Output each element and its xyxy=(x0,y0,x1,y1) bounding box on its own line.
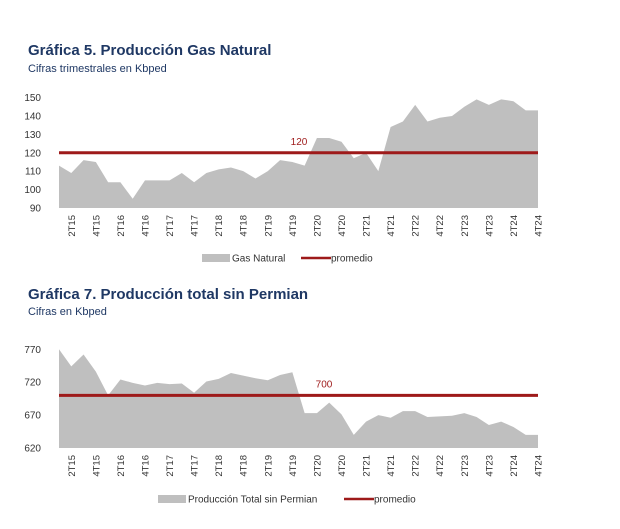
chart1-x-tick-label: 2T22 xyxy=(411,455,422,477)
chart1-x-tick-label: 2T24 xyxy=(509,455,520,477)
chart1-x-tick-label: 2T20 xyxy=(312,455,323,477)
chart1-subtitle: Cifras trimestrales en Kbped xyxy=(28,63,167,75)
chart0-x-tick-label: 2T16 xyxy=(116,215,127,237)
chart0-x-tick-label: 4T20 xyxy=(337,215,348,237)
chart1-y-tick-label: 770 xyxy=(24,345,41,356)
chart1-x-tick-label: 4T20 xyxy=(337,455,348,477)
chart0-x-tick-label: 2T20 xyxy=(312,215,323,237)
chart1-x-tick-label: 2T17 xyxy=(165,455,176,477)
chart0-y-tick-label: 150 xyxy=(24,93,41,104)
chart0-y-tick-label: 120 xyxy=(24,148,41,159)
chart1-x-tick-label: 4T16 xyxy=(140,455,151,477)
chart1-legend-label-area: Producción Total sin Permian xyxy=(188,495,317,506)
chart0-y-tick-label: 140 xyxy=(24,111,41,122)
chart0-x-tick-label: 4T19 xyxy=(288,215,299,237)
chart1-x-tick-label: 2T19 xyxy=(263,455,274,477)
chart2-title: Gráfica 7. Producción total sin Permian xyxy=(28,286,309,303)
chart1-y-tick-label: 620 xyxy=(24,444,41,455)
chart1-y-tick-label: 670 xyxy=(24,411,41,422)
chart1-x-tick-label: 4T18 xyxy=(239,455,250,477)
chart1-x-tick-label: 4T15 xyxy=(91,455,102,477)
chart1-legend-label-line: promedio xyxy=(374,495,416,506)
chart0-y-tick-label: 110 xyxy=(25,167,41,178)
chart0-x-tick-label: 2T18 xyxy=(214,215,225,237)
chart1-x-tick-label: 4T23 xyxy=(484,455,495,477)
chart0-x-tick-label: 4T18 xyxy=(239,215,250,237)
chart0-x-tick-label: 2T22 xyxy=(411,215,422,237)
chart0-legend-swatch-area xyxy=(202,254,230,262)
chart1-x-tick-label: 2T23 xyxy=(460,455,471,477)
chart0-x-tick-label: 4T15 xyxy=(91,215,102,237)
chart0-y-tick-label: 100 xyxy=(24,185,41,196)
chart0-x-tick-label: 4T17 xyxy=(190,215,201,237)
chart0-average-label: 120 xyxy=(291,137,308,148)
chart0-x-tick-label: 2T17 xyxy=(165,215,176,237)
chart1-x-tick-label: 4T22 xyxy=(435,455,446,477)
chart1-x-tick-label: 4T17 xyxy=(190,455,201,477)
chart0-x-tick-label: 4T16 xyxy=(140,215,151,237)
chart1-svg: 90 100 110 120 130 140 150 120 2T15 4T15 2T16 4T16 2… xyxy=(24,93,545,265)
chart1-x-tick-label: 4T21 xyxy=(386,455,397,477)
chart1-y-tick-label: 720 xyxy=(24,378,41,389)
chart0-x-tick-label: 2T24 xyxy=(509,215,520,237)
chart0-x-tick-label: 4T24 xyxy=(534,215,545,237)
chart0-legend-label-line: promedio xyxy=(331,254,373,265)
chart1-title: Gráfica 5. Producción Gas Natural xyxy=(28,42,272,59)
chart1-x-tick-label: 2T18 xyxy=(214,455,225,477)
chart1-x-tick-label: 2T16 xyxy=(116,455,127,477)
chart1-x-tick-label: 4T19 xyxy=(288,455,299,477)
chart1-x-tick-label: 4T24 xyxy=(534,455,545,477)
chart0-x-tick-label: 2T21 xyxy=(362,215,373,237)
chart1-legend-swatch-area xyxy=(158,495,186,503)
chart2-svg: 620 670 720 770 700 2T15 4T15 2T16 4T16 2T17 4T17 2… xyxy=(24,345,545,506)
chart0-x-tick-label: 2T19 xyxy=(263,215,274,237)
chart1-x-tick-label: 2T15 xyxy=(67,455,78,477)
chart1-x-tick-label: 2T21 xyxy=(362,455,373,477)
chart0-y-tick-label: 130 xyxy=(24,130,41,141)
chart0-x-tick-label: 2T23 xyxy=(460,215,471,237)
chart0-x-tick-label: 2T15 xyxy=(67,215,78,237)
chart0-area-series-gas xyxy=(59,99,538,208)
chart1-average-label: 700 xyxy=(316,379,333,390)
chart1-area-series-gas xyxy=(59,349,538,448)
chart0-x-tick-label: 4T21 xyxy=(386,215,397,237)
chart0-x-tick-label: 4T23 xyxy=(484,215,495,237)
chart0-y-tick-label: 90 xyxy=(30,204,42,215)
chart0-legend-label-area: Gas Natural xyxy=(232,254,285,265)
chart0-x-tick-label: 4T22 xyxy=(435,215,446,237)
chart2-subtitle: Cifras en Kbped xyxy=(28,306,107,318)
